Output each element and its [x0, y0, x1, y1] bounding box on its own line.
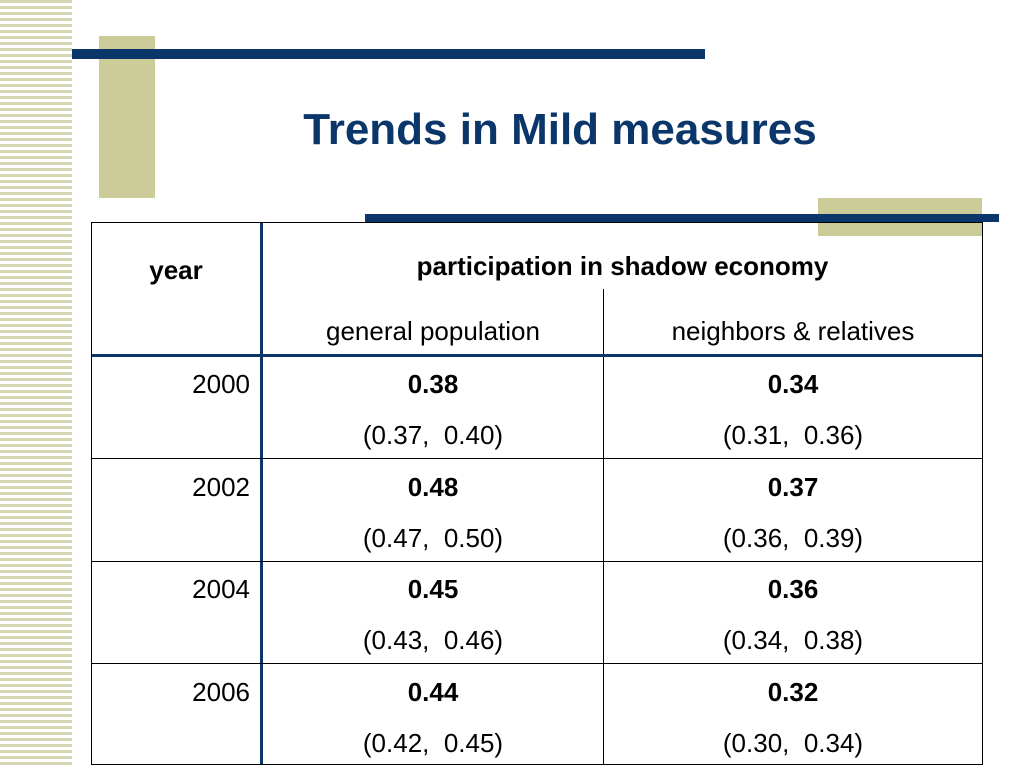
neighbors-value: 0.36 — [767, 574, 819, 604]
trends-table: year participation in shadow economy gen… — [91, 222, 983, 765]
row-divider — [92, 663, 982, 664]
year-cell: 2004 — [192, 574, 250, 604]
bottom-accent-line — [365, 214, 999, 222]
top-decorative-block — [99, 36, 155, 198]
top-accent-line — [72, 49, 705, 59]
column-header-neighbors: neighbors & relatives — [671, 316, 915, 346]
year-column-divider — [260, 223, 263, 764]
general-ci: (0.37, 0.40) — [362, 420, 504, 450]
row-divider — [92, 561, 982, 562]
year-cell: 2006 — [192, 677, 250, 707]
general-ci: (0.43, 0.46) — [362, 625, 504, 655]
group-header: participation in shadow economy — [416, 251, 829, 281]
neighbors-ci: (0.34, 0.38) — [722, 625, 864, 655]
year-cell: 2002 — [192, 472, 250, 502]
slide-title: Trends in Mild measures — [303, 105, 817, 154]
year-cell: 2000 — [192, 369, 250, 399]
column-divider — [603, 289, 604, 764]
neighbors-value: 0.32 — [767, 677, 819, 707]
header-divider — [92, 354, 982, 357]
column-header-general: general population — [326, 316, 540, 346]
neighbors-value: 0.37 — [767, 472, 819, 502]
general-value: 0.48 — [407, 472, 459, 502]
general-ci: (0.42, 0.45) — [362, 728, 504, 758]
neighbors-ci: (0.36, 0.39) — [722, 523, 864, 553]
general-ci: (0.47, 0.50) — [362, 523, 504, 553]
general-value: 0.44 — [407, 677, 459, 707]
striped-margin-decoration — [0, 0, 72, 768]
row-divider — [92, 458, 982, 459]
general-value: 0.45 — [407, 574, 459, 604]
neighbors-value: 0.34 — [767, 369, 819, 399]
neighbors-ci: (0.31, 0.36) — [722, 420, 864, 450]
neighbors-ci: (0.30, 0.34) — [722, 728, 864, 758]
general-value: 0.38 — [407, 369, 459, 399]
year-header: year — [149, 255, 203, 285]
